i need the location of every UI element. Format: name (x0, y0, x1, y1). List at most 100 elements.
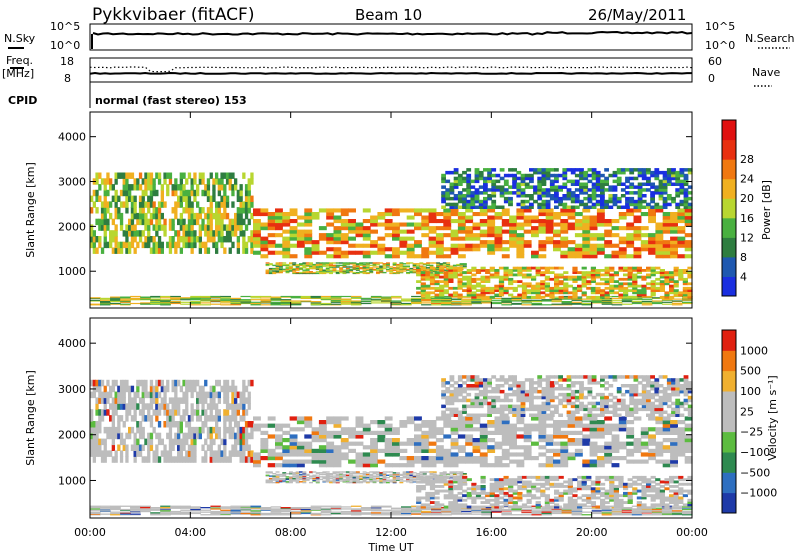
velocity-echo-cell (289, 434, 298, 439)
power-echo-cell (572, 266, 578, 270)
power-echo-cell (590, 273, 596, 277)
velocity-echo-cell (250, 505, 262, 507)
power-echo-cell (250, 301, 262, 303)
velocity-echo-cell (319, 473, 323, 476)
power-echo-cell (312, 272, 317, 275)
velocity-echo-cell (136, 421, 140, 428)
velocity-echo-cell (494, 420, 503, 425)
power-echo-cell (319, 271, 323, 274)
velocity-echo-cell (100, 450, 105, 457)
power-echo-cell (531, 229, 539, 234)
power-echo-cell (285, 268, 290, 271)
velocity-echo-cell (168, 456, 173, 463)
power-echo-cell (503, 275, 509, 279)
velocity-echo-cell (330, 512, 342, 515)
power-echo-cell (541, 300, 553, 302)
velocity-echo-cell (333, 416, 342, 421)
velocity-echo-cell (282, 473, 287, 475)
power-echo-cell (295, 271, 300, 274)
power-echo-cell (369, 267, 374, 269)
velocity-echo-cell (157, 403, 162, 410)
power-echo-cell (212, 236, 216, 243)
velocity-echo-cell (399, 441, 408, 446)
power-echo-cell (348, 208, 356, 213)
power-echo-cell (648, 233, 656, 238)
power-echo-cell (503, 199, 509, 204)
velocity-echo-cell (571, 509, 583, 511)
power-echo-cell (582, 254, 591, 259)
power-echo-cell (480, 280, 486, 283)
power-echo-cell (537, 179, 543, 184)
power-echo-cell (333, 240, 342, 245)
power-echo-cell (411, 295, 422, 298)
velocity-echo-cell (270, 510, 282, 513)
velocity-echo-cell (122, 379, 126, 387)
velocity-echo-cell (589, 448, 598, 453)
power-echo-cell (604, 229, 613, 234)
power-echo-cell (422, 269, 427, 271)
velocity-echo-cell (170, 505, 181, 507)
power-echo-cell (540, 266, 546, 270)
power-echo-cell (499, 188, 505, 192)
velocity-echo-cell (163, 450, 167, 457)
power-echo-cell (523, 229, 532, 234)
velocity-echo-cell (289, 471, 293, 473)
velocity-echo-cell (441, 508, 452, 510)
power-echo-cell (170, 295, 181, 298)
power-echo-cell (210, 297, 221, 299)
velocity-echo-cell (239, 432, 243, 440)
velocity-echo-cell (111, 426, 115, 434)
power-echo-cell (457, 266, 463, 270)
velocity-echo-cell (651, 514, 663, 516)
power-echo-cell (475, 284, 482, 288)
power-echo-cell (362, 208, 371, 213)
power-echo-cell (198, 172, 202, 179)
velocity-echo-cell (136, 385, 140, 393)
power-echo-cell (443, 282, 449, 286)
power-echo-cell (311, 250, 320, 255)
power-echo-cell (453, 185, 459, 189)
velocity-echo-cell (428, 434, 437, 439)
power-echo-cell (244, 201, 249, 208)
velocity-echo-cell (234, 415, 238, 422)
velocity-echo-cell (560, 423, 569, 428)
power-echo-cell (453, 170, 459, 175)
velocity-echo-cell (177, 432, 181, 440)
power-echo-cell (250, 297, 262, 299)
velocity-echo-cell (318, 423, 327, 428)
power-echo-cell (604, 282, 610, 286)
power-echo-cell (641, 284, 647, 288)
velocity-echo-cell (574, 416, 583, 421)
power-echo-cell (428, 212, 437, 217)
power-echo-cell (220, 297, 231, 299)
power-echo-cell (441, 179, 446, 184)
power-echo-cell (401, 299, 412, 301)
power-echo-cell (582, 250, 591, 255)
velocity-echo-cell (160, 397, 164, 404)
power-echo-cell (591, 173, 597, 178)
velocity-echo-cell (275, 477, 280, 479)
power-echo-cell (541, 168, 547, 172)
velocity-echo-cell (399, 463, 408, 468)
power-echo-cell (466, 168, 472, 172)
velocity-echo-cell (411, 513, 422, 515)
power-echo-cell (414, 254, 422, 259)
power-echo-cell (360, 298, 372, 300)
velocity-echo-cell (265, 472, 270, 474)
velocity-echo-cell (289, 476, 293, 478)
power-echo-cell (541, 205, 547, 209)
power-echo-cell (103, 241, 107, 249)
power-echo-cell (451, 298, 462, 300)
power-echo-cell (285, 267, 290, 269)
power-echo-cell (483, 176, 488, 181)
power-echo-cell (595, 194, 601, 198)
power-echo-cell (152, 241, 156, 249)
power-echo-cell (591, 176, 597, 181)
power-echo-cell (670, 222, 678, 227)
power-echo-cell (434, 273, 440, 277)
power-echo-cell (242, 201, 246, 208)
velocity-echo-cell (166, 421, 170, 428)
power-echo-cell (641, 289, 647, 292)
power-ylabel: Slant Range [km] (24, 162, 37, 258)
power-echo-cell (231, 224, 235, 231)
